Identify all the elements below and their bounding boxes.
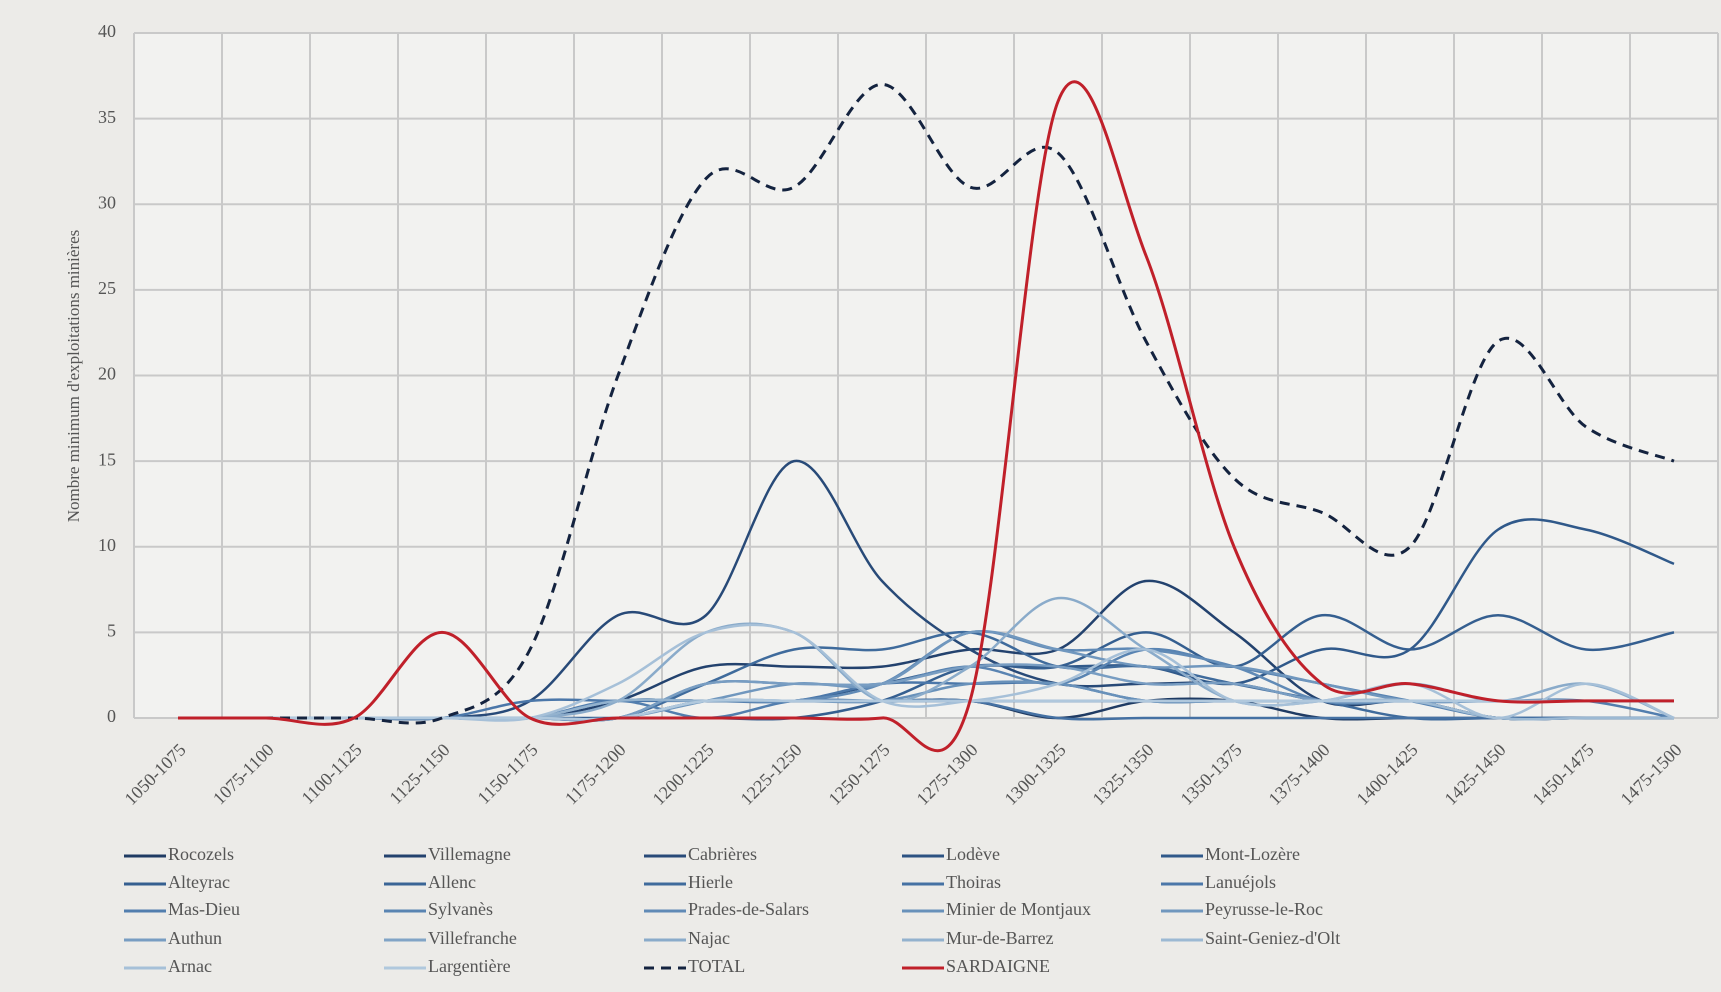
y-tick-label: 25 <box>98 278 116 298</box>
legend-label: Rocozels <box>168 844 234 864</box>
legend-label: Thoiras <box>946 872 1001 892</box>
y-tick-label: 20 <box>98 364 116 384</box>
y-axis-title: Nombre minimum d'exploitations minières <box>64 230 83 523</box>
y-tick-label: 35 <box>98 107 116 127</box>
y-tick-label: 10 <box>98 535 116 555</box>
legend-label: Mur-de-Barrez <box>946 928 1054 948</box>
y-tick-label: 40 <box>98 21 116 41</box>
legend-label: Lanuéjols <box>1205 872 1276 892</box>
legend-label: Prades-de-Salars <box>688 899 809 919</box>
legend-label: Hierle <box>688 872 733 892</box>
legend-label: Alteyrac <box>168 872 230 892</box>
legend-label: Allenc <box>428 872 476 892</box>
legend-label: Peyrusse-le-Roc <box>1205 899 1323 919</box>
legend-label: Largentière <box>428 956 511 976</box>
legend-label: Arnac <box>168 956 212 976</box>
legend-label: Mont-Lozère <box>1205 844 1300 864</box>
legend-label: Mas-Dieu <box>168 899 240 919</box>
legend-label: Villefranche <box>428 928 517 948</box>
series-line <box>178 698 1674 721</box>
y-tick-label: 0 <box>107 706 116 726</box>
legend-label: Minier de Montjaux <box>946 899 1091 919</box>
legend-label: TOTAL <box>688 956 745 976</box>
series-line <box>178 80 1674 753</box>
y-tick-label: 15 <box>98 449 116 469</box>
series-line <box>178 82 1675 725</box>
legend-label: SARDAIGNE <box>946 956 1050 976</box>
y-tick-label: 30 <box>98 192 116 212</box>
legend-label: Lodève <box>946 844 1000 864</box>
legend-label: Sylvanès <box>428 899 493 919</box>
y-tick-label: 5 <box>107 621 116 641</box>
legend-label: Authun <box>168 928 222 948</box>
legend-label: Najac <box>688 928 730 948</box>
legend-label: Saint-Geniez-d'Olt <box>1205 928 1340 948</box>
legend-label: Cabrières <box>688 844 757 864</box>
legend-label: Villemagne <box>428 844 511 864</box>
